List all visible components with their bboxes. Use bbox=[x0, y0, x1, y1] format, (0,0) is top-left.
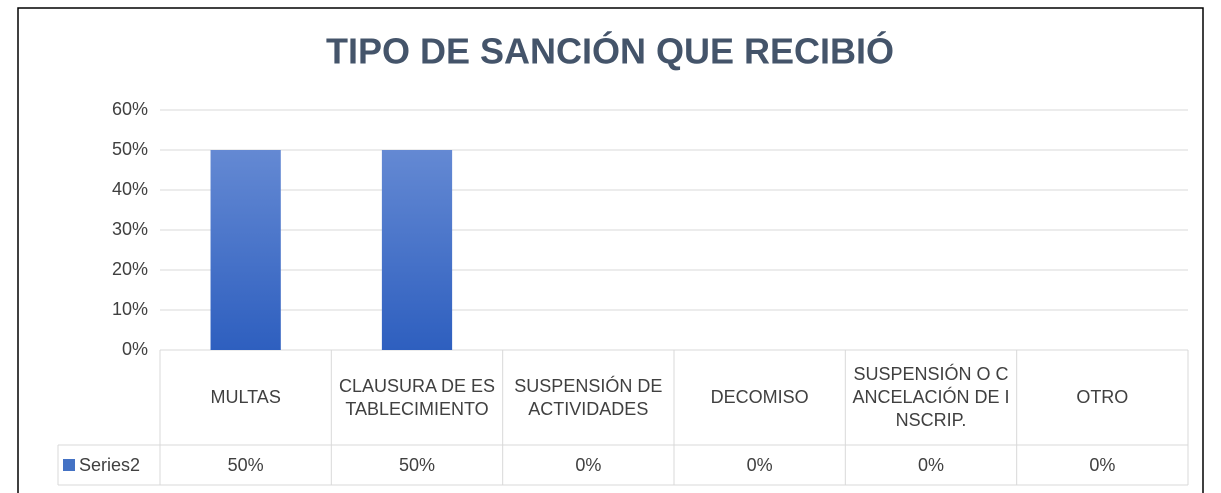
y-tick-label: 0% bbox=[122, 339, 148, 359]
data-table-value: 50% bbox=[398, 454, 435, 475]
data-table-value: 0% bbox=[1089, 454, 1116, 475]
y-tick-label: 50% bbox=[112, 139, 148, 159]
y-tick-label: 30% bbox=[112, 219, 148, 239]
x-category-label: MULTAS bbox=[210, 387, 281, 407]
y-tick-label: 10% bbox=[112, 299, 148, 319]
data-table-value: 0% bbox=[575, 454, 602, 475]
y-tick-label: 60% bbox=[112, 99, 148, 119]
bar bbox=[381, 150, 453, 350]
bar bbox=[210, 150, 281, 350]
chart-title: TIPO DE SANCIÓN QUE RECIBIÓ bbox=[326, 30, 894, 72]
x-category-label: OTRO bbox=[1076, 387, 1129, 407]
x-category-label: CLAUSURA DE ESTABLECIMIENTO bbox=[338, 375, 496, 419]
x-category-label: DECOMISO bbox=[710, 387, 809, 407]
legend-swatch bbox=[63, 459, 75, 471]
data-table-value: 50% bbox=[227, 454, 264, 475]
y-tick-label: 20% bbox=[112, 259, 148, 279]
data-table-value: 0% bbox=[746, 454, 773, 475]
chart-border bbox=[17, 7, 1204, 493]
data-table-value: 0% bbox=[917, 454, 944, 475]
legend-label: Series2 bbox=[79, 455, 140, 475]
x-category-label: SUSPENSIÓN O CANCELACIÓN DE INSCRIP. bbox=[852, 364, 1010, 430]
y-tick-label: 40% bbox=[112, 179, 148, 199]
x-category-label: SUSPENSIÓN DE ACTIVIDADES bbox=[514, 375, 663, 419]
